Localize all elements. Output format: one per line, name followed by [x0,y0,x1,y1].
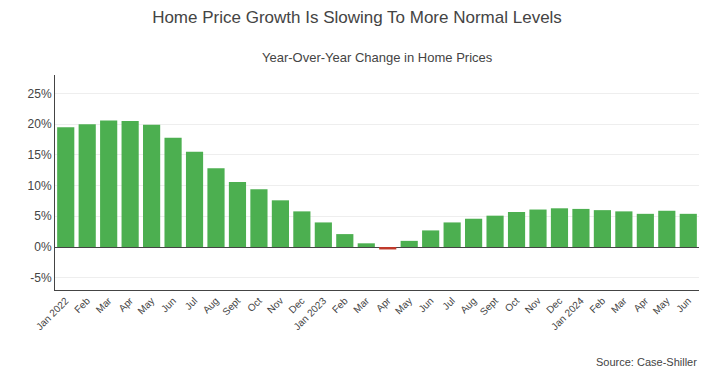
svg-text:-5%: -5% [30,271,52,285]
svg-text:Sept: Sept [478,295,500,317]
svg-text:15%: 15% [28,148,52,162]
svg-text:25%: 25% [28,87,52,101]
svg-text:Mar: Mar [609,295,629,315]
svg-text:Jan 2022: Jan 2022 [34,295,71,332]
svg-text:Sept: Sept [220,295,242,317]
svg-text:Dec: Dec [544,295,564,315]
svg-text:10%: 10% [28,179,52,193]
svg-text:0%: 0% [34,240,52,254]
svg-text:Apr: Apr [374,295,393,314]
svg-text:20%: 20% [28,117,52,131]
svg-text:Apr: Apr [116,295,135,314]
svg-text:Apr: Apr [631,295,650,314]
svg-text:Feb: Feb [72,295,92,315]
svg-text:Jan 2024: Jan 2024 [549,295,586,332]
svg-text:Feb: Feb [330,295,350,315]
svg-text:Mar: Mar [94,295,114,315]
svg-text:Source: Case-Shiller: Source: Case-Shiller [596,356,697,368]
svg-text:May: May [393,295,414,316]
svg-text:Jul: Jul [183,295,200,312]
svg-text:Oct: Oct [503,295,522,314]
svg-text:Aug: Aug [201,295,221,315]
svg-text:Oct: Oct [245,295,264,314]
svg-text:May: May [651,295,672,316]
svg-text:Jun: Jun [159,295,178,314]
svg-text:May: May [135,295,156,316]
svg-text:Jan 2023: Jan 2023 [291,295,328,332]
svg-text:5%: 5% [34,209,52,223]
svg-text:Aug: Aug [458,295,478,315]
svg-text:Nov: Nov [523,295,543,315]
svg-text:Feb: Feb [587,295,607,315]
svg-text:Dec: Dec [286,295,306,315]
svg-text:Mar: Mar [351,295,371,315]
svg-text:Year-Over-Year Change in Home: Year-Over-Year Change in Home Prices [262,50,493,65]
svg-text:Jul: Jul [440,295,457,312]
svg-text:Home Price Growth Is Slowing T: Home Price Growth Is Slowing To More Nor… [152,8,562,27]
svg-text:Nov: Nov [265,295,285,315]
svg-text:Jun: Jun [674,295,693,314]
svg-text:Jun: Jun [416,295,435,314]
